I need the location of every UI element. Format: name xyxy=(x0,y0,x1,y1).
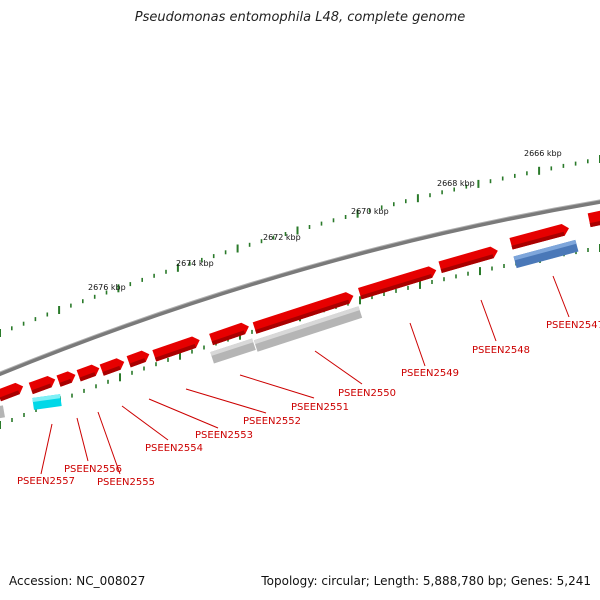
gene-arrow[interactable] xyxy=(126,349,152,368)
leader-line xyxy=(239,374,315,399)
gene-arrow[interactable] xyxy=(209,321,251,346)
leader-line xyxy=(185,388,267,414)
gene-arrow[interactable] xyxy=(28,374,58,395)
backbone-highlight xyxy=(0,199,600,373)
gene-arrow[interactable] xyxy=(152,335,201,362)
scale-label-2672: 2672 kbp xyxy=(263,233,301,242)
gene-arrow[interactable] xyxy=(438,245,500,274)
gene-arrow[interactable] xyxy=(56,369,77,387)
gene-label-pseen2554[interactable]: PSEEN2554 xyxy=(145,443,203,454)
gene-arrow-blue[interactable] xyxy=(513,239,579,269)
leader-line xyxy=(76,417,89,462)
gene-label-pseen2555[interactable]: PSEEN2555 xyxy=(97,477,155,488)
gene-arrow-edge[interactable] xyxy=(587,209,600,228)
topology-text: Topology: circular; Length: 5,888,780 bp… xyxy=(261,574,591,588)
scale-labels: 2666 kbp 2668 kbp 2670 kbp 2672 kbp 2674… xyxy=(88,149,562,292)
genome-backbone xyxy=(0,199,600,377)
leader-line xyxy=(409,322,426,367)
gene-arrow[interactable] xyxy=(99,356,127,376)
gene-label-pseen2552[interactable]: PSEEN2552 xyxy=(243,416,301,427)
leader-line xyxy=(314,350,363,385)
gene-arrow-grey-edge[interactable] xyxy=(0,405,5,419)
gene-arrow-grey[interactable] xyxy=(253,306,363,352)
gene-label-pseen2547[interactable]: PSEEN2547 xyxy=(546,320,600,331)
gene-label-pseen2553[interactable]: PSEEN2553 xyxy=(195,430,253,441)
map-title: Pseudomonas entomophila L48, complete ge… xyxy=(134,10,466,25)
gene-arrow-cyan[interactable] xyxy=(32,394,62,410)
scale-label-2668: 2668 kbp xyxy=(437,179,475,188)
gene-arrow[interactable] xyxy=(252,290,356,334)
leader-line xyxy=(121,405,169,441)
gene-label-pseen2551[interactable]: PSEEN2551 xyxy=(291,402,349,413)
leader-line xyxy=(552,275,570,318)
gene-arrow[interactable] xyxy=(0,381,25,402)
gene-label-pseen2550[interactable]: PSEEN2550 xyxy=(338,388,396,399)
leader-line xyxy=(148,398,219,429)
gene-label-pseen2549[interactable]: PSEEN2549 xyxy=(401,368,459,379)
gene-label-pseen2548[interactable]: PSEEN2548 xyxy=(472,345,530,356)
gene-arrow[interactable] xyxy=(357,265,438,300)
scale-label-2666: 2666 kbp xyxy=(524,149,562,158)
gene-arrow[interactable] xyxy=(76,363,102,382)
forward-strand-genes xyxy=(0,209,600,402)
other-genes xyxy=(0,239,579,419)
outer-tick-marks xyxy=(0,155,600,337)
gene-arrow-2547-partner[interactable] xyxy=(509,222,570,250)
scale-label-2676: 2676 kbp xyxy=(88,283,126,292)
gene-label-pseen2557[interactable]: PSEEN2557 xyxy=(17,476,75,487)
scale-label-2670: 2670 kbp xyxy=(351,207,389,216)
gene-arrow-grey[interactable] xyxy=(210,338,256,364)
gene-labels: PSEEN2547 PSEEN2548 PSEEN2549 PSEEN2550 … xyxy=(17,320,600,488)
leader-line xyxy=(97,411,121,475)
scale-label-2674: 2674 kbp xyxy=(176,259,214,268)
gene-label-pseen2556[interactable]: PSEEN2556 xyxy=(64,464,122,475)
accession-text: Accession: NC_008027 xyxy=(9,574,146,588)
leader-line xyxy=(480,299,497,342)
label-leader-lines xyxy=(40,275,570,475)
leader-line xyxy=(40,423,53,475)
